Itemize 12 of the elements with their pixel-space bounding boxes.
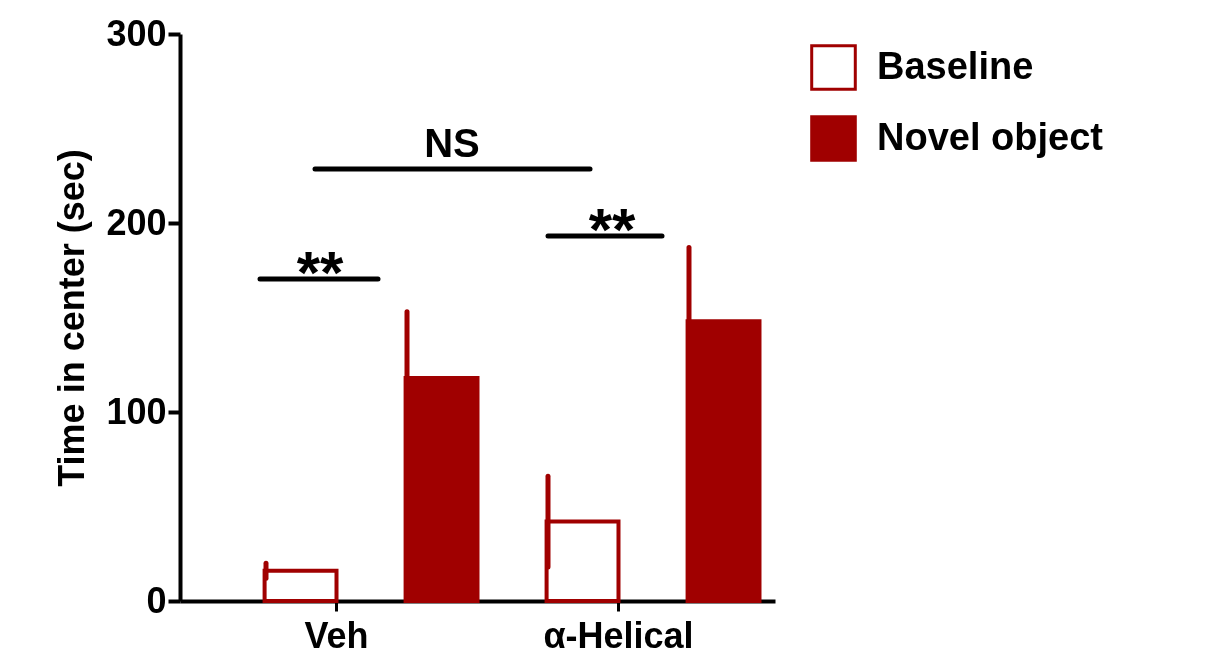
x-tick-label: Veh: [304, 614, 369, 656]
x-tick-label: α-Helical: [543, 614, 694, 656]
y-tick-label: 200: [106, 201, 167, 243]
y-tick-label: 100: [106, 390, 167, 432]
legend-label: Baseline: [877, 44, 1034, 87]
y-tick-label: 0: [146, 579, 167, 621]
annotation: **: [296, 239, 344, 306]
y-tick-label: 300: [106, 12, 167, 54]
legend-label: Novel object: [877, 115, 1104, 158]
y-axis-title: Time in center (sec): [51, 149, 93, 487]
annotation: **: [588, 196, 636, 263]
annotation: NS: [424, 121, 480, 165]
